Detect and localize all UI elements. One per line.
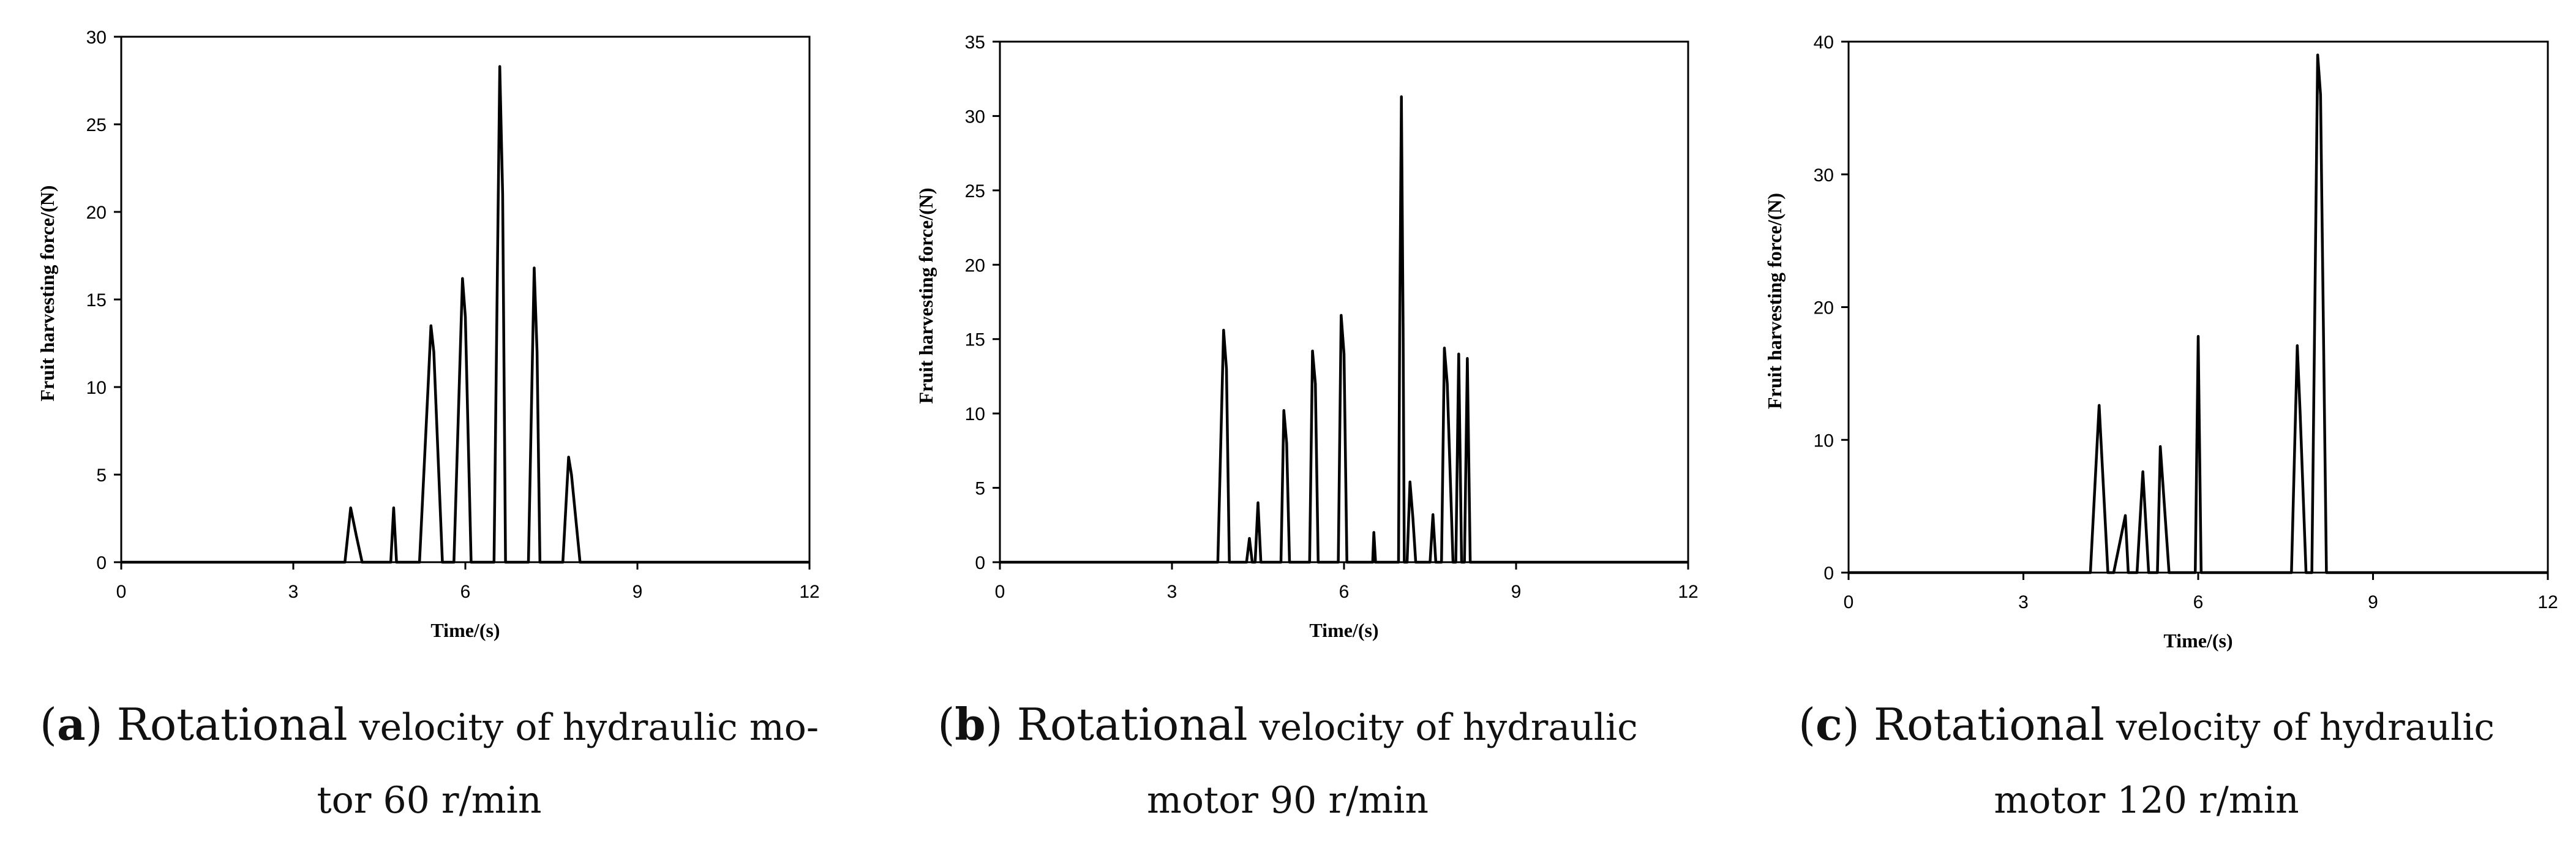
caption-c-letter: c <box>1816 698 1842 750</box>
caption-a-letter: a <box>56 698 86 750</box>
y-tick-label: 15 <box>86 290 107 310</box>
x-axis-title: Time/(s) <box>430 619 500 641</box>
y-tick-label: 10 <box>1814 431 1834 451</box>
plot-frame <box>1847 40 2549 574</box>
chart-c: 0 3 6 9 12 0 10 20 30 40 Time/(s) Fruit harvesting … <box>1763 32 2558 652</box>
y-tick-label: 10 <box>965 404 985 424</box>
series-line <box>121 65 809 564</box>
y-tick-label: 30 <box>86 28 107 48</box>
x-tick-label: 12 <box>1678 582 1698 602</box>
panel-b: 0 3 6 9 12 0 5 10 15 20 25 30 35 Time/(s) Fruit harves… <box>858 0 1717 858</box>
chart-b: 0 3 6 9 12 0 5 10 15 20 25 30 35 Time/(s) Fruit harves… <box>915 32 1699 641</box>
x-tick-label: 3 <box>288 582 299 602</box>
y-tick-label: 25 <box>86 115 107 135</box>
caption-b-letter: b <box>955 698 986 750</box>
caption-b-rest: velocity of hydraulic <box>1247 706 1638 749</box>
series-line <box>1849 53 2548 574</box>
caption-b: (b) Rotational velocity of hydraulic mot… <box>858 692 1717 833</box>
y-tick-label: 30 <box>1814 165 1834 186</box>
x-tick-label: 3 <box>2018 592 2029 612</box>
y-axis-title: Fruit harvesting force/(N) <box>36 185 58 401</box>
caption-c-line2: motor 120 r/min <box>1994 779 2299 822</box>
x-axis-title: Time/(s) <box>1309 619 1378 641</box>
x-tick-label: 3 <box>1167 582 1177 602</box>
caption-a-lead: Rotational <box>116 699 348 750</box>
panel-a: 0 3 6 9 12 0 5 10 15 20 25 30 Time/(s) Fruit harvesti… <box>0 0 858 858</box>
y-tick-label: 30 <box>965 107 985 127</box>
y-tick-label: 15 <box>965 330 985 350</box>
x-tick-label: 9 <box>1511 582 1522 602</box>
x-tick-label: 9 <box>633 582 643 602</box>
y-tick-label: 5 <box>96 465 107 486</box>
caption-c-lead: Rotational <box>1873 699 2105 750</box>
x-tick-label: 6 <box>460 582 471 602</box>
caption-c-rest: velocity of hydraulic <box>2104 706 2495 749</box>
caption-a: (a) Rotational velocity of hydraulic mo-… <box>0 692 858 833</box>
y-axis-title: Fruit harvesting force/(N) <box>915 187 937 404</box>
y-tick-label: 20 <box>86 203 107 223</box>
y-tick-label: 20 <box>1814 298 1834 318</box>
x-tick-label: 12 <box>2537 592 2558 612</box>
y-tick-label: 35 <box>965 32 985 53</box>
y-tick-label: 20 <box>965 255 985 276</box>
y-tick-label: 25 <box>965 181 985 201</box>
x-axis-title: Time/(s) <box>2163 630 2232 652</box>
y-tick-label: 40 <box>1814 32 1834 53</box>
caption-c-line1: (c) Rotational velocity of hydraulic <box>1798 698 2495 750</box>
y-tick-label: 0 <box>975 553 985 573</box>
caption-b-line2: motor 90 r/min <box>1146 779 1429 822</box>
y-tick-label: 5 <box>975 479 985 499</box>
x-tick-label: 0 <box>1844 592 1854 612</box>
x-tick-label: 0 <box>116 582 127 602</box>
x-tick-label: 6 <box>1339 582 1350 602</box>
x-tick-label: 6 <box>2193 592 2204 612</box>
chart-a: 0 3 6 9 12 0 5 10 15 20 25 30 Time/(s) Fruit harvesti… <box>36 28 820 641</box>
x-tick-label: 12 <box>799 582 819 602</box>
y-tick-label: 0 <box>1823 563 1834 584</box>
caption-b-lead: Rotational <box>1016 699 1248 750</box>
y-tick-label: 0 <box>96 553 107 573</box>
caption-a-rest: velocity of hydraulic mo- <box>347 706 819 749</box>
caption-a-line1: (a) Rotational velocity of hydraulic mo- <box>39 698 819 750</box>
y-axis-title: Fruit harvesting force/(N) <box>1763 193 1786 409</box>
plot-frame <box>999 40 1689 563</box>
x-tick-label: 9 <box>2368 592 2378 612</box>
panel-c: 0 3 6 9 12 0 10 20 30 40 Time/(s) Fruit harvesting … <box>1717 0 2576 858</box>
x-tick-label: 0 <box>995 582 1005 602</box>
caption-c: (c) Rotational velocity of hydraulic mot… <box>1717 692 2576 833</box>
series-line <box>1000 95 1688 564</box>
caption-b-line1: (b) Rotational velocity of hydraulic <box>937 698 1638 750</box>
y-tick-label: 10 <box>86 378 107 398</box>
caption-a-line2: tor 60 r/min <box>317 779 542 822</box>
